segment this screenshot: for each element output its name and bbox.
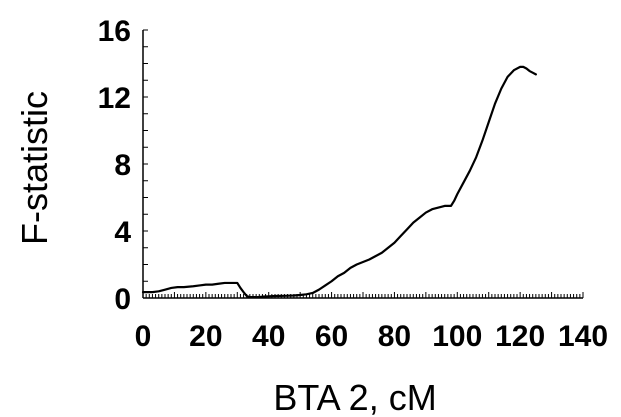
x-tick-label: 20	[189, 320, 222, 353]
x-tick-label: 0	[135, 320, 152, 353]
x-tick-label: 60	[315, 320, 348, 353]
tick-labels: 0 20 40 60 80 100 120 140 0 4 8 12 16	[98, 15, 608, 353]
axes	[142, 30, 583, 299]
x-tick-label: 140	[558, 320, 608, 353]
f-statistic-line	[141, 65, 537, 299]
x-tick-label: 120	[495, 320, 545, 353]
y-tick-label: 8	[114, 149, 131, 182]
y-tick-label: 16	[98, 15, 131, 48]
x-axis-title: BTA 2, cM	[273, 377, 436, 417]
y-tick-label: 4	[114, 216, 131, 249]
y-axis-title: F-statistic	[14, 91, 55, 245]
y-tick-label: 12	[98, 82, 131, 115]
x-tick-label: 80	[378, 320, 411, 353]
x-tick-label: 100	[432, 320, 482, 353]
x-tick-label: 40	[252, 320, 285, 353]
y-tick-label: 0	[114, 283, 131, 316]
tick-marks	[142, 29, 584, 299]
